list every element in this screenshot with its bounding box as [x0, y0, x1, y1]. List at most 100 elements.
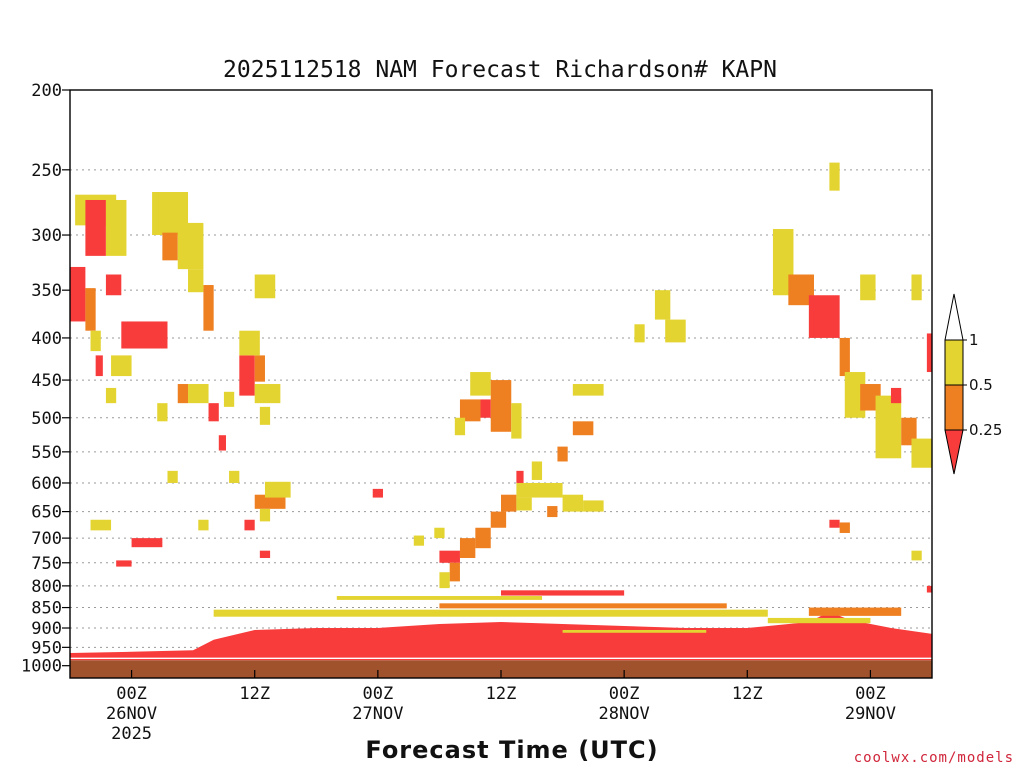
ri-cell-12 — [162, 232, 178, 261]
ri-cell-20 — [254, 274, 276, 299]
ri-cell-67 — [634, 324, 645, 343]
ri-cell-62 — [480, 399, 491, 418]
ri-cell-56 — [583, 500, 604, 512]
bl-layer-6 — [562, 629, 707, 633]
ri-cell-39 — [229, 470, 240, 483]
credit-text: coolwx.com/models — [854, 750, 1014, 766]
ri-cell-42 — [439, 550, 460, 563]
ri-cell-53 — [531, 461, 543, 480]
ri-cell-84 — [911, 550, 922, 561]
ri-cell-44 — [449, 562, 460, 582]
x-tick-label-4: 00Z — [609, 684, 640, 704]
ri-cell-48 — [501, 494, 517, 512]
ri-cell-47 — [490, 511, 507, 528]
ri-cell-72 — [844, 372, 866, 418]
bl-layer-1 — [439, 603, 727, 609]
colorbar-label-1: 0.5 — [969, 376, 993, 394]
y-tick-label-300: 300 — [31, 226, 62, 246]
ri-cell-82 — [829, 519, 840, 528]
boundary-layer-fill — [70, 611, 932, 661]
y-tick-label-950: 950 — [31, 638, 62, 658]
ri-cell-17 — [254, 355, 265, 382]
ri-cell-35 — [259, 550, 271, 558]
y-tick-label-400: 400 — [31, 329, 62, 349]
ri-cell-81 — [911, 274, 922, 301]
ri-cell-45 — [439, 572, 450, 589]
y-tick-label-450: 450 — [31, 371, 62, 391]
ri-cell-79 — [829, 162, 840, 191]
ri-cell-24 — [218, 435, 226, 451]
ri-cell-51 — [562, 494, 584, 512]
plot-area — [69, 89, 933, 679]
y-axis: 200 250 300 350 400 450 500 550 600 650 700 750 8008… — [21, 81, 70, 677]
ri-cell-85 — [926, 585, 932, 593]
ri-cell-23 — [188, 384, 209, 404]
x-tick-label-2: 00Z — [362, 684, 393, 704]
ri-cell-43 — [459, 538, 476, 558]
ri-cell-34 — [244, 519, 255, 531]
ri-cell-74 — [875, 395, 902, 459]
colorbar-orange — [944, 384, 964, 431]
ri-cell-29 — [264, 481, 291, 498]
ri-cell-28 — [254, 494, 286, 509]
ri-cell-57 — [572, 421, 594, 436]
y-tick-label-650: 650 — [31, 503, 62, 523]
ri-cell-80 — [860, 274, 876, 301]
ri-cell-9 — [95, 355, 103, 377]
colorbar-red — [944, 429, 964, 475]
x-tick-year-0: 2025 — [111, 724, 152, 744]
ri-cell-78 — [926, 333, 932, 373]
ri-cell-76 — [911, 438, 932, 468]
ri-cell-19 — [239, 330, 260, 356]
ri-cell-10 — [105, 387, 117, 404]
y-tick-label-900: 900 — [31, 619, 62, 639]
x-tick-label-5: 12Z — [732, 684, 763, 704]
ri-cell-64 — [454, 417, 466, 436]
x-tick-label-1: 12Z — [239, 684, 270, 704]
ri-cell-2 — [105, 199, 127, 256]
ri-cell-26 — [223, 391, 235, 407]
ri-cell-21 — [157, 403, 168, 422]
ri-cell-41 — [434, 527, 445, 539]
ri-cell-6 — [90, 330, 101, 352]
ri-cell-8 — [111, 355, 132, 377]
ri-cell-37 — [372, 488, 383, 498]
x-tick-date-4: 28NOV — [599, 704, 650, 724]
ri-cell-40 — [413, 535, 425, 546]
x-tick-date-0: 26NOV — [106, 704, 157, 724]
ri-cell-71 — [839, 337, 850, 377]
ri-cell-3 — [70, 266, 86, 322]
ri-cell-36 — [198, 519, 209, 531]
bl-layer-4 — [767, 617, 871, 624]
ri-cell-5 — [105, 274, 122, 296]
ri-cell-65 — [654, 290, 671, 320]
ri-cell-59 — [459, 399, 481, 422]
ri-cell-83 — [839, 522, 850, 533]
ri-cell-32 — [116, 560, 132, 567]
ri-cell-4 — [85, 288, 96, 331]
boundary-layer-region — [70, 590, 932, 678]
y-tick-label-750: 750 — [31, 554, 62, 574]
x-tick-date-2: 27NOV — [352, 704, 403, 724]
colorbar-yellow — [944, 339, 964, 386]
y-tick-label-550: 550 — [31, 443, 62, 463]
ri-cell-13 — [177, 222, 204, 270]
y-tick-label-850: 850 — [31, 599, 62, 619]
colorbar-label-2: 0.25 — [969, 421, 1002, 439]
ri-cell-14 — [203, 285, 214, 331]
ri-cell-22 — [177, 384, 189, 404]
x-tick-date-6: 29NOV — [845, 704, 896, 724]
y-tick-label-250: 250 — [31, 161, 62, 181]
ri-cell-27 — [259, 406, 271, 425]
ri-cell-66 — [665, 319, 686, 343]
ri-cell-30 — [259, 508, 271, 522]
ground-fill — [70, 660, 932, 678]
ri-cell-38 — [167, 470, 178, 483]
ri-cell-1 — [85, 199, 106, 256]
ri-cell-31 — [131, 538, 163, 548]
richardson-number-cells — [70, 162, 932, 593]
bl-layer-3 — [336, 596, 543, 600]
y-tick-label-200: 200 — [31, 81, 62, 101]
